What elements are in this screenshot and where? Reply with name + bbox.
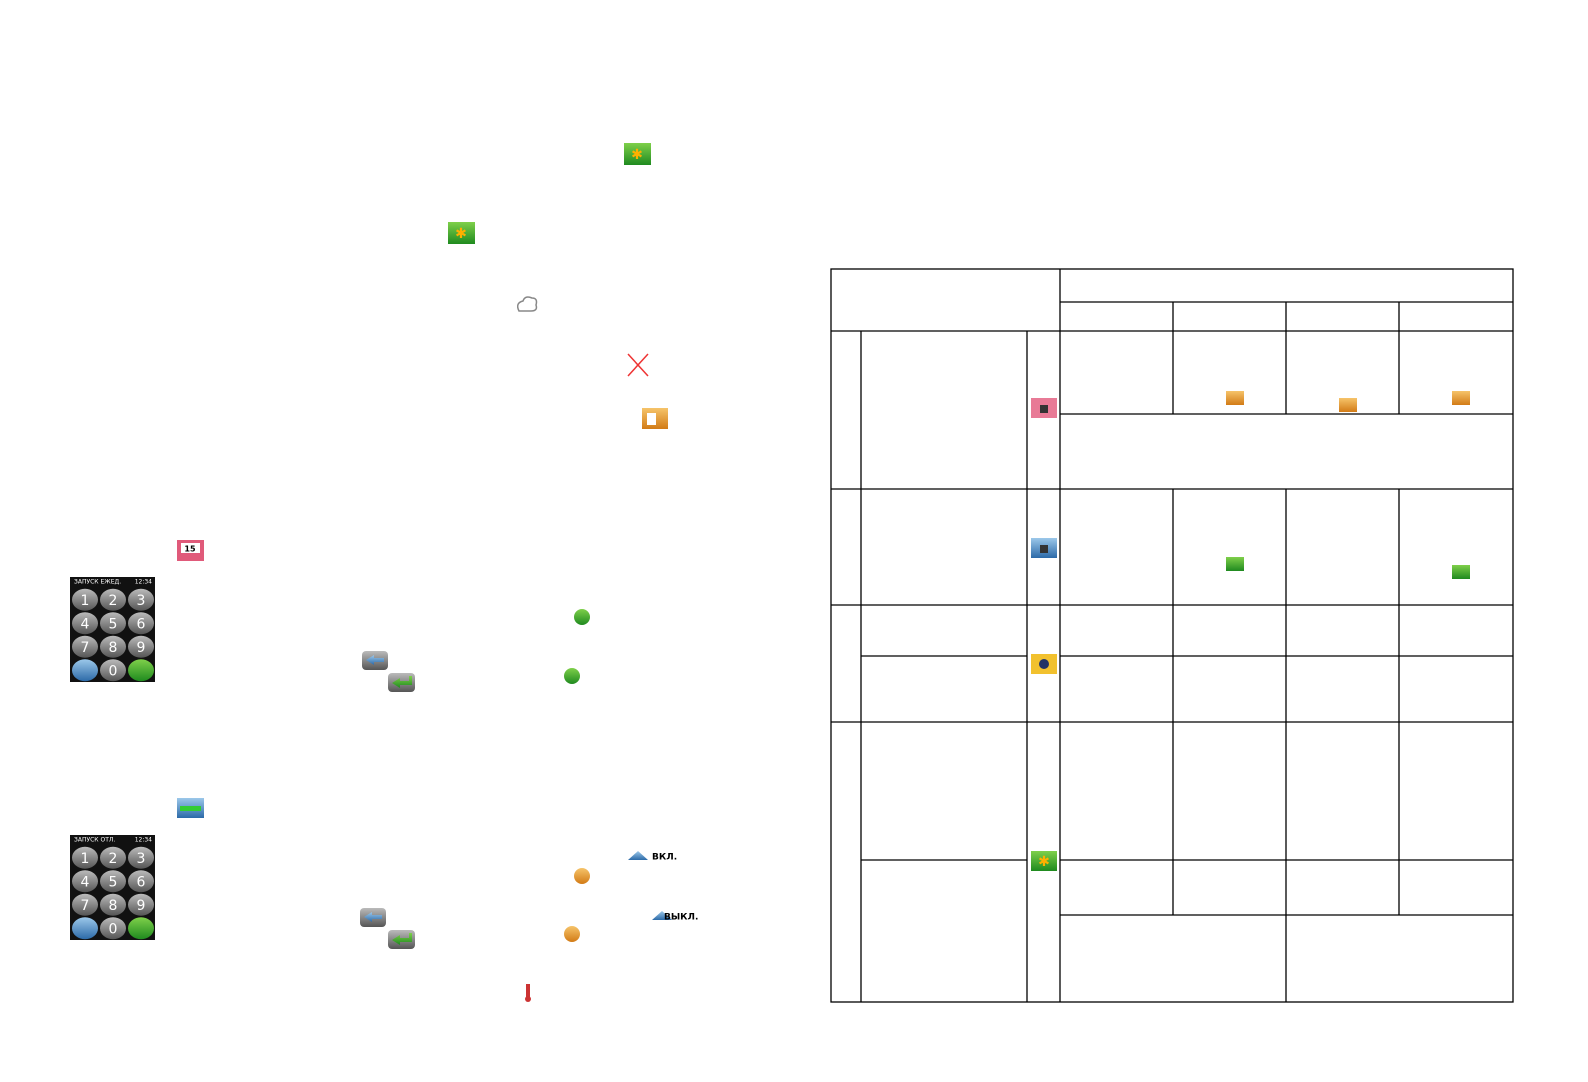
- key-label: 3: [137, 593, 146, 609]
- back-key: [72, 659, 98, 682]
- star-icon: ✱: [624, 143, 651, 165]
- key-label: 6: [137, 616, 146, 632]
- key: [128, 635, 154, 658]
- svg-text:✱: ✱: [631, 147, 643, 163]
- key-label: 1: [81, 851, 90, 867]
- delay-icon: [177, 798, 204, 818]
- back-key-icon: [360, 908, 386, 927]
- key-label: 8: [109, 898, 118, 914]
- calendar-day: 15: [184, 545, 196, 554]
- off-indicator: ВЫКЛ.: [652, 911, 698, 923]
- cancel-icon: [627, 353, 649, 377]
- key-label: 7: [81, 898, 90, 914]
- key-label: 5: [109, 616, 118, 632]
- keypad-screen: ЗАПУСК ЕЖЕД. 12:34 1 2 3 4 5 6 7 8 9 0: [70, 577, 155, 682]
- key: [72, 870, 98, 893]
- key-label: 4: [81, 874, 90, 890]
- key: [100, 870, 126, 893]
- key-label: 6: [137, 874, 146, 890]
- thermometer-icon: [525, 984, 531, 1002]
- back-key: [72, 917, 98, 940]
- key: [100, 846, 126, 869]
- keypad-screen: ЗАПУСК ОТЛ. 12:34 1 2 3 4 5 6 7 8 9 0: [70, 835, 155, 940]
- calendar-icon: 15: [177, 540, 204, 561]
- off-label: ВЫКЛ.: [664, 913, 698, 923]
- key-label: 3: [137, 851, 146, 867]
- key: [72, 612, 98, 635]
- key: [72, 893, 98, 916]
- key: [72, 635, 98, 658]
- star-icon: ✱: [448, 222, 475, 244]
- keypad-title: ЗАПУСК ЕЖЕД.: [74, 579, 121, 586]
- table-grid: [830, 268, 1514, 1003]
- enter-key-icon: [388, 673, 415, 692]
- table-icons: ✱: [1031, 391, 1470, 871]
- back-key-icon: [362, 651, 388, 670]
- key: [100, 588, 126, 611]
- key: [128, 870, 154, 893]
- key-label: 5: [109, 874, 118, 890]
- key: [72, 588, 98, 611]
- key-label: 4: [81, 616, 90, 632]
- keypad-time: 12:34: [135, 579, 152, 586]
- key-label: 2: [109, 593, 118, 609]
- key: [100, 917, 126, 940]
- key: [128, 893, 154, 916]
- keypad-time: 12:34: [135, 837, 152, 844]
- key-label: 2: [109, 851, 118, 867]
- key: [100, 659, 126, 682]
- timer-icon: [574, 868, 590, 884]
- key-label: 9: [137, 640, 146, 656]
- enter-key-icon: [388, 930, 415, 949]
- key: [128, 588, 154, 611]
- key: [128, 612, 154, 635]
- enter-key: [128, 659, 154, 682]
- ok-icon: [574, 609, 590, 625]
- key: [72, 846, 98, 869]
- key: [100, 893, 126, 916]
- key: [100, 612, 126, 635]
- mode-icon: [642, 408, 668, 429]
- on-indicator: ВКЛ.: [628, 851, 677, 863]
- ok-icon: [564, 668, 580, 684]
- key-label: 1: [81, 593, 90, 609]
- cloud-icon: [516, 296, 538, 312]
- key-label: 7: [81, 640, 90, 656]
- enter-key: [128, 917, 154, 940]
- key-label: 8: [109, 640, 118, 656]
- key-label: 0: [109, 663, 118, 679]
- svg-text:✱: ✱: [455, 226, 467, 242]
- key-label: 9: [137, 898, 146, 914]
- key: [128, 846, 154, 869]
- on-label: ВКЛ.: [652, 853, 677, 863]
- key-label: 0: [109, 921, 118, 937]
- timer-icon: [564, 926, 580, 942]
- keypad-title: ЗАПУСК ОТЛ.: [74, 837, 115, 844]
- key: [100, 635, 126, 658]
- svg-text:✱: ✱: [1038, 854, 1050, 870]
